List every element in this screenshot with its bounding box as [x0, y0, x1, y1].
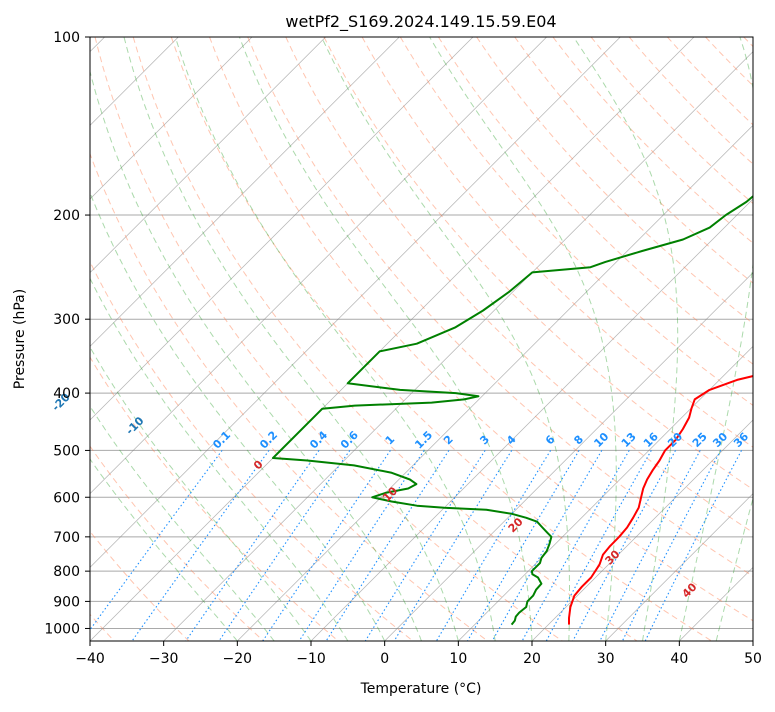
x-tick-label: −40	[75, 651, 105, 667]
y-tick-label: 400	[53, 386, 80, 402]
y-tick-label: 800	[53, 564, 80, 580]
x-tick-label: 40	[670, 651, 688, 667]
y-tick-label: 200	[53, 208, 80, 224]
x-tick-label: 20	[523, 651, 541, 667]
x-axis-label: Temperature (°C)	[360, 681, 482, 697]
y-tick-label: 100	[53, 30, 80, 46]
y-tick-label: 600	[53, 490, 80, 506]
x-tick-label: 0	[380, 651, 389, 667]
x-tick-label: −30	[149, 651, 179, 667]
y-tick-label: 500	[53, 443, 80, 459]
x-tick-label: −20	[223, 651, 253, 667]
x-tick-label: 10	[449, 651, 467, 667]
x-tick-label: 50	[744, 651, 762, 667]
y-axis-label: Pressure (hPa)	[12, 289, 28, 389]
y-tick-label: 900	[53, 594, 80, 610]
y-tick-label: 1000	[44, 621, 80, 637]
x-tick-label: 30	[597, 651, 615, 667]
y-tick-label: 700	[53, 530, 80, 546]
chart-title: wetPf2_S169.2024.149.15.59.E04	[285, 12, 556, 32]
y-tick-label: 300	[53, 312, 80, 328]
x-tick-label: −10	[296, 651, 326, 667]
